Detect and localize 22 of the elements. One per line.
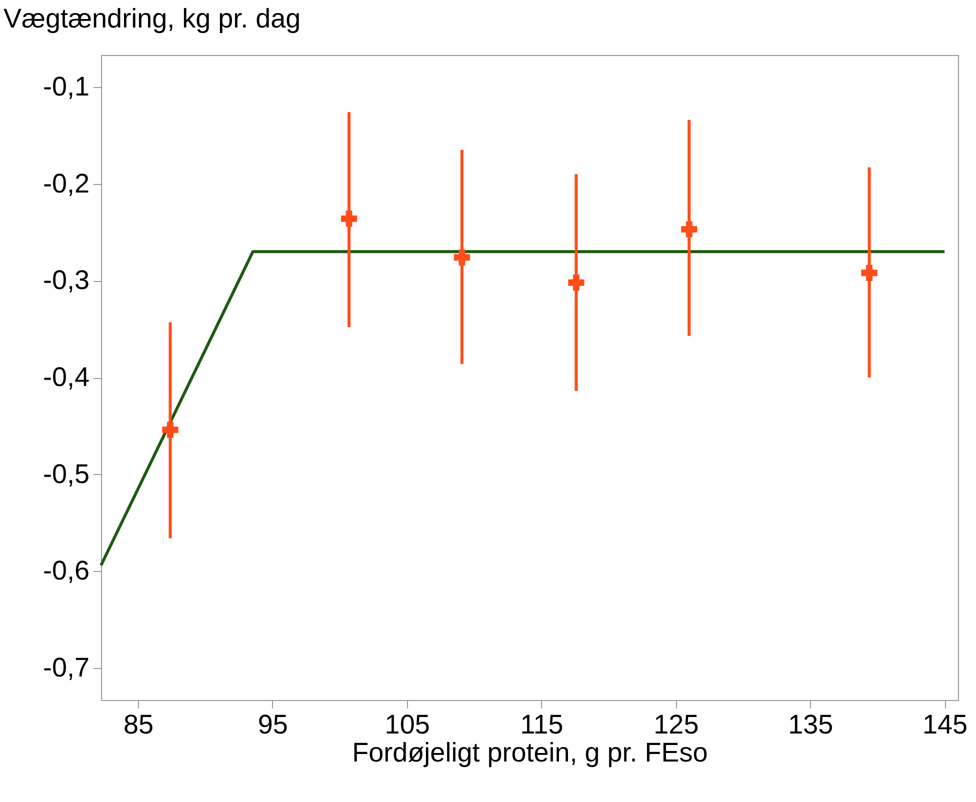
- x-tick-label: 95: [258, 710, 288, 740]
- y-tick-label: -0,1: [42, 71, 90, 102]
- y-tick-label: -0,4: [42, 362, 90, 392]
- y-tick-label: -0,3: [42, 265, 90, 296]
- y-tick-label: -0,2: [42, 168, 90, 198]
- x-tick-label: 115: [520, 710, 564, 740]
- y-tick-label: -0,5: [42, 458, 90, 489]
- y-tick-label: -0,6: [42, 556, 90, 586]
- x-tick-label: 105: [384, 710, 430, 740]
- y-axis-title: Vægtændring, kg pr. dag: [4, 4, 301, 34]
- point: [861, 264, 878, 281]
- x-tick-label: 135: [788, 710, 834, 740]
- x-tick-label: 145: [922, 710, 968, 740]
- point: [162, 422, 178, 438]
- x-tick-label: 125: [654, 710, 699, 740]
- point: [681, 221, 698, 238]
- x-tick-label: 85: [123, 710, 154, 740]
- point: [454, 249, 470, 266]
- x-axis-title: Fordøjeligt protein, g pr. FEso: [352, 738, 708, 768]
- point: [340, 210, 358, 227]
- point: [568, 274, 584, 291]
- y-tick-label: -0,7: [42, 652, 90, 683]
